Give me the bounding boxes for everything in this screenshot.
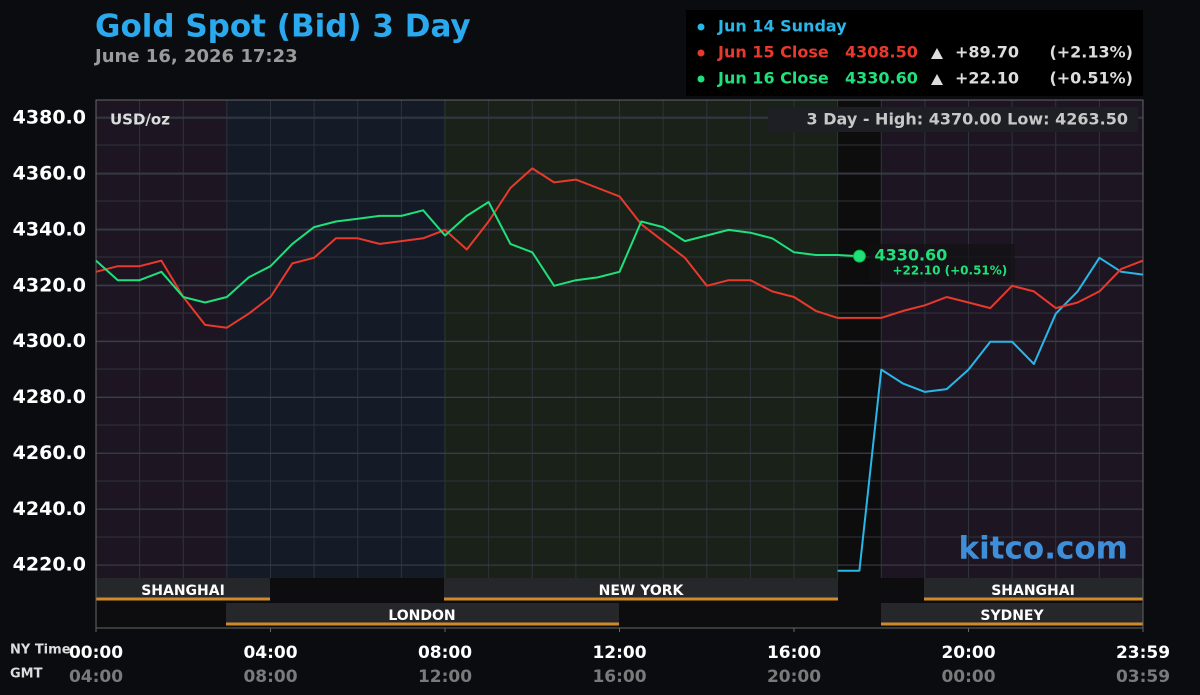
y-tick-label: 4360.0 — [13, 163, 86, 185]
y-tick-label: 4380.0 — [13, 107, 86, 129]
x-tick-label: 00:00 — [69, 643, 123, 663]
x2-tick-label: 08:00 — [243, 667, 297, 687]
x-tick-label: 12:00 — [592, 643, 646, 663]
x-tick-label: 04:00 — [243, 643, 297, 663]
zone — [444, 100, 838, 578]
session-label: NEW YORK — [599, 583, 685, 599]
session-box — [444, 578, 838, 600]
y-tick-label: 4320.0 — [13, 274, 86, 296]
last-change: +22.10 (+0.51%) — [892, 264, 1007, 278]
legend-change: +22.10 — [955, 69, 1019, 88]
x-tick-label: 16:00 — [767, 643, 821, 663]
range-box — [768, 107, 1138, 132]
watermark: kitco.com — [959, 531, 1129, 567]
x2-axis-label: GMT — [10, 667, 43, 682]
y-tick-label: 4300.0 — [13, 330, 86, 352]
legend-label: Jun 16 Close — [717, 69, 829, 88]
zone — [838, 100, 881, 578]
y-tick-label: 4220.0 — [13, 554, 86, 576]
x2-tick-label: 16:00 — [592, 667, 646, 687]
legend-arrow — [931, 74, 943, 85]
legend-close: 4330.60 — [845, 69, 918, 88]
unit-label: USD/oz — [110, 111, 170, 129]
chart-subtitle: June 16, 2026 17:23 — [93, 46, 298, 67]
legend-close: 4308.50 — [845, 43, 918, 62]
x2-tick-label: 00:00 — [941, 667, 995, 687]
session-label: SHANGHAI — [991, 583, 1075, 599]
zone — [96, 100, 226, 578]
session-box — [924, 578, 1143, 600]
y-tick-label: 4260.0 — [13, 442, 86, 464]
series-line — [837, 256, 1144, 572]
legend-label: Jun 14 Sunday — [717, 17, 847, 36]
series-line — [95, 167, 1144, 329]
y-tick-label: 4340.0 — [13, 218, 86, 240]
legend-dot — [697, 49, 705, 57]
session-label: LONDON — [388, 608, 455, 624]
series-line — [95, 201, 860, 304]
legend-change-pct: (+0.51%) — [1049, 69, 1133, 88]
x2-tick-label: 20:00 — [767, 667, 821, 687]
range-label: 3 Day - High: 4370.00 Low: 4263.50 — [807, 110, 1128, 129]
session-box — [226, 603, 619, 625]
zone — [226, 100, 444, 578]
last-label: 4330.60 — [874, 246, 947, 265]
x-axis-label: NY Time — [10, 643, 71, 658]
legend-change-pct: (+2.13%) — [1049, 43, 1133, 62]
legend-arrow — [931, 48, 943, 59]
legend-dot — [697, 23, 705, 31]
x-tick-label: 08:00 — [418, 643, 472, 663]
legend-label: Jun 15 Close — [717, 43, 829, 62]
session-label: SHANGHAI — [141, 583, 225, 599]
y-tick-label: 4240.0 — [13, 498, 86, 520]
legend-box — [686, 10, 1143, 96]
last-point — [852, 249, 866, 263]
x-tick-label: 20:00 — [941, 643, 995, 663]
y-tick-label: 4280.0 — [13, 386, 86, 408]
session-box — [96, 578, 270, 600]
session-box — [881, 603, 1143, 625]
session-label: SYDNEY — [980, 608, 1044, 624]
x2-tick-label: 04:00 — [69, 667, 123, 687]
grid — [96, 100, 1143, 578]
x2-tick-label: 12:00 — [418, 667, 472, 687]
legend-dot — [697, 75, 705, 83]
x-tick-label: 23:59 — [1116, 643, 1170, 663]
chart-title: Gold Spot (Bid) 3 Day — [95, 9, 471, 45]
legend-change: +89.70 — [955, 43, 1019, 62]
x2-tick-label: 03:59 — [1116, 667, 1170, 687]
last-box — [869, 244, 1015, 283]
